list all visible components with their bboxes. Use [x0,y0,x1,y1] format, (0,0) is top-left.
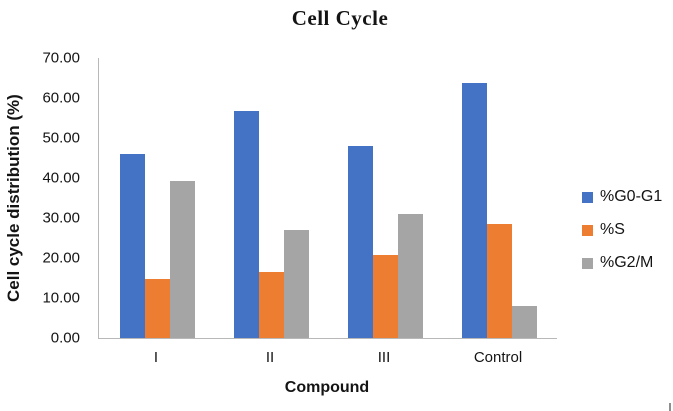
bar-s-control [487,223,512,338]
y-tick-label-2000: 20.00 [42,249,80,267]
plot-area [98,58,557,339]
bar-g0g1-ii [234,111,259,338]
legend-label-g2m: %G2/M [600,254,654,271]
x-label-control: Control [473,349,523,366]
bar-s-i [145,279,170,338]
legend: %G0-G1 %S %G2/M [582,188,662,272]
legend-label-g0g1: %G0-G1 [600,188,663,205]
chart-title: Cell Cycle [291,6,389,30]
bar-s-iii [373,255,398,338]
legend-entry-s: %S [582,221,662,239]
y-tick-label-5000: 50.00 [42,129,80,147]
legend-label-s: %S [600,221,625,238]
legend-entry-g0g1: %G0-G1 [582,188,662,206]
bar-g2m-ii [284,230,309,338]
legend-entry-g2m: %G2/M [582,254,662,272]
legend-swatch-icon-g0g1 [582,191,593,203]
bar-g2m-control [512,306,537,338]
y-axis-ticks: 70.00 60.00 50.00 40.00 30.00 20.00 10.00 0.00 [28,50,80,347]
bar-g0g1-iii [348,145,373,338]
legend-swatch-icon-s [582,224,593,236]
bar-s-ii [259,271,284,338]
y-tick-label-1000: 10.00 [42,289,80,307]
y-tick-label-6000: 60.00 [42,89,80,107]
y-tick-label-3000: 30.00 [42,209,80,227]
x-label-iii: III [377,349,391,366]
bar-g2m-iii [398,213,423,338]
bar-g2m-i [170,180,195,338]
x-label-ii: II [265,349,275,366]
x-axis-title: Compound [284,379,370,396]
y-axis-title: Cell cycle distribution (%) [4,94,23,302]
bar-g0g1-i [120,154,145,338]
bar-group-ii [234,58,309,338]
y-tick-label-7000: 70.00 [42,49,80,67]
legend-swatch-icon-g2m [582,257,593,269]
x-label-i: I [153,349,159,366]
bar-group-i [120,58,195,338]
bar-group-control [462,58,537,338]
page-artifact [669,403,671,411]
y-tick-label-000: 0.00 [50,329,80,347]
y-tick-label-4000: 40.00 [42,169,80,187]
bar-group-iii [348,58,423,338]
bar-g0g1-control [462,83,487,338]
